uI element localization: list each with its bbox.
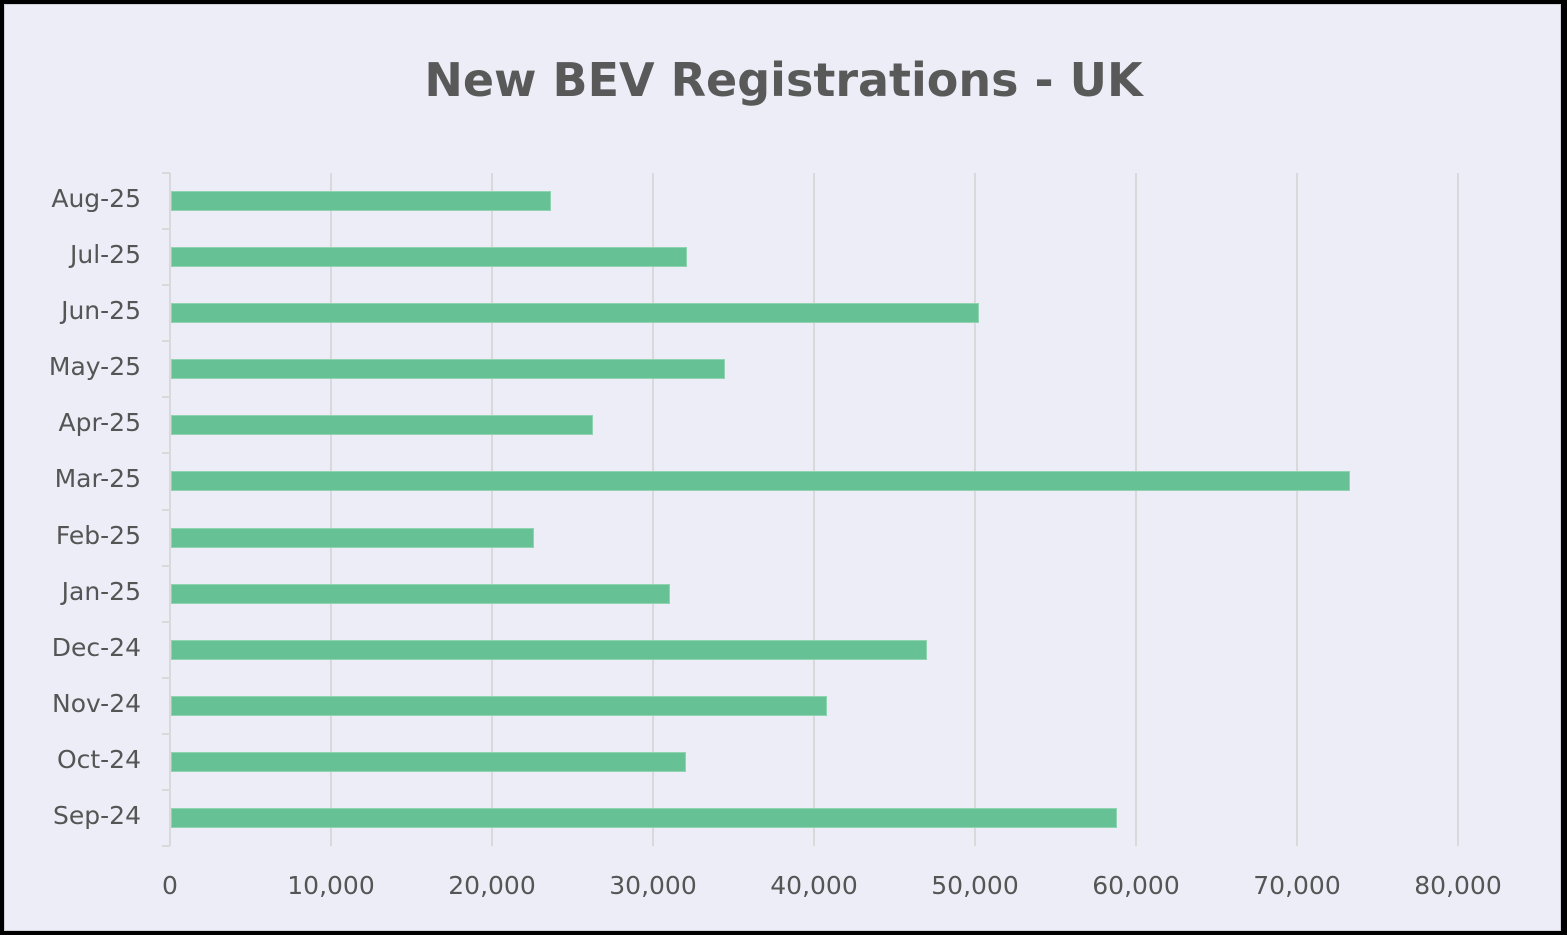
bar-jul-25 [171,247,687,268]
chart-frame: New BEV Registrations - UK 0 10,000 20,000… [4,4,1561,931]
gridline [330,173,332,846]
y-category-label: Aug-25 [51,184,141,214]
bar-apr-25 [171,415,593,436]
x-tick-label: 20,000 [448,871,536,900]
bar-aug-25 [171,191,551,212]
x-tick-label: 50,000 [931,871,1019,900]
y-tick-mark [162,564,170,567]
y-category-label: May-25 [48,352,141,382]
y-category-label: Apr-25 [58,408,141,438]
x-tick-label: 80,000 [1414,871,1502,900]
y-tick-mark [162,620,170,623]
y-tick-mark [162,845,170,847]
y-axis-line [169,173,171,846]
y-category-label: Nov-24 [52,688,141,718]
y-category-label: Feb-25 [55,520,141,550]
y-tick-mark [162,788,170,791]
gridline [813,173,815,846]
gridline [1296,173,1298,846]
bar-oct-24 [171,751,687,772]
y-category-label: Mar-25 [54,464,141,494]
gridline [652,173,654,846]
y-tick-mark [162,732,170,735]
bar-feb-25 [171,527,535,548]
y-tick-mark [162,340,170,343]
y-category-label: Jan-25 [61,576,141,606]
y-tick-mark [162,508,170,511]
x-tick-label: 40,000 [770,871,858,900]
x-tick-label: 70,000 [1253,871,1341,900]
y-tick-mark [162,228,170,231]
y-tick-mark [162,676,170,679]
y-category-label: Jun-25 [61,296,141,326]
y-tick-mark [162,172,170,174]
y-tick-mark [162,452,170,455]
x-tick-label: 0 [162,871,178,900]
bar-sep-24 [171,807,1118,828]
bar-jan-25 [171,583,670,604]
bar-jun-25 [171,303,980,324]
gridline [974,173,976,846]
y-category-label: Oct-24 [56,744,141,774]
y-tick-mark [162,396,170,399]
y-category-label: Dec-24 [51,632,141,662]
bar-may-25 [171,359,725,380]
gridline [1457,173,1459,846]
gridline [491,173,493,846]
chart-title: New BEV Registrations - UK [424,53,1143,107]
bar-mar-25 [171,471,1350,492]
bar-dec-24 [171,639,928,660]
bar-nov-24 [171,695,828,716]
y-tick-mark [162,284,170,287]
x-tick-label: 60,000 [1092,871,1180,900]
x-tick-label: 10,000 [287,871,375,900]
plot-area: 0 10,000 20,000 30,000 40,000 50,000 60,000 70,… [5,5,1562,932]
x-tick-label: 30,000 [609,871,697,900]
gridline [1135,173,1137,846]
y-category-label: Jul-25 [70,240,141,270]
y-category-label: Sep-24 [53,800,141,830]
